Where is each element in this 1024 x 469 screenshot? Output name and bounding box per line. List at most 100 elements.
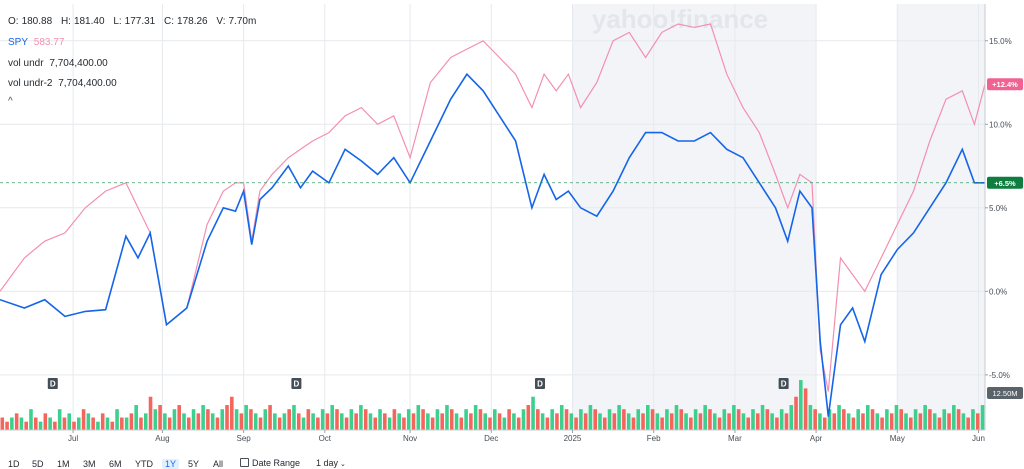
range-6m-button[interactable]: 6M: [109, 459, 122, 469]
compare-legend[interactable]: SPY 583.77: [8, 37, 67, 48]
volume-bar: [387, 417, 392, 430]
volume-bar: [469, 413, 473, 430]
volume-bar: [526, 405, 531, 430]
volume-bar: [952, 405, 956, 430]
volume-bar: [0, 417, 5, 430]
volume-bar: [426, 413, 430, 430]
volume-bar: [29, 409, 33, 430]
volume-bar: [33, 417, 38, 430]
date-range-button[interactable]: Date Range: [240, 458, 300, 468]
volume-bar: [803, 388, 808, 430]
y-axis: 15.0% 10.0% 5.0% 0.0% -5.0%: [984, 4, 1012, 430]
x-tick-label: Nov: [403, 434, 417, 443]
range-3m-button[interactable]: 3M: [83, 459, 96, 469]
volume-bar: [846, 413, 851, 430]
volume-bar: [435, 409, 440, 430]
volume-bar: [19, 417, 24, 430]
volume-bar: [373, 417, 378, 430]
volume-bar: [402, 417, 406, 430]
volume-bar: [483, 413, 488, 430]
volume-bar: [120, 417, 124, 430]
volume-bar: [359, 405, 363, 430]
volume-bar: [712, 413, 717, 430]
volume-bar: [617, 405, 621, 430]
volume-bar: [325, 413, 330, 430]
y-tick-label: -5.0%: [989, 371, 1010, 380]
volume-bar: [975, 413, 980, 430]
volume-bar: [311, 413, 315, 430]
price-chart[interactable]: yahoo!finance D D D D 15.0% 10.0% 5.0% 0.0% -5.…: [0, 0, 1024, 458]
volume-bar: [650, 409, 655, 430]
volume-bar: [129, 413, 134, 430]
volume-bar: [330, 405, 335, 430]
range-1y-button[interactable]: 1Y: [162, 459, 180, 469]
volume-bar: [559, 405, 564, 430]
shaded-periods: [572, 4, 985, 430]
volume-bar: [583, 413, 588, 430]
volume-bar: [923, 405, 927, 430]
volume-bar: [784, 413, 789, 430]
range-1d-button[interactable]: 1D: [8, 459, 20, 469]
volume-bar: [158, 405, 162, 430]
volume-bar: [693, 409, 698, 430]
volume-bar: [43, 413, 48, 430]
range-all-button[interactable]: All: [213, 459, 224, 469]
range-ytd-button[interactable]: YTD: [135, 459, 153, 469]
volume-bar: [416, 405, 421, 430]
x-tick-label: Sep: [236, 434, 251, 443]
range-toolbar: 1D 5D 1M 3M 6M YTD 1Y 5Y All Date Range …: [0, 457, 1024, 469]
volume-max-badge: 12.50M: [987, 387, 1023, 399]
volume-bar: [579, 409, 583, 430]
volume-bar: [956, 409, 961, 430]
volume-bar: [832, 413, 837, 430]
range-5y-button[interactable]: 5Y: [188, 459, 200, 469]
watermark: yahoo!finance: [592, 4, 768, 34]
main-last-badge-label: +6.5%: [994, 179, 1016, 188]
x-tick-label: Oct: [319, 434, 332, 443]
volume-bar: [354, 413, 358, 430]
volume-bar: [641, 413, 645, 430]
range-5d-button[interactable]: 5D: [32, 459, 44, 469]
volume-bar: [273, 413, 277, 430]
volume-bar: [880, 417, 884, 430]
volume-bar: [631, 417, 636, 430]
volume-bar: [86, 413, 91, 430]
volume-bar: [339, 413, 344, 430]
volume-bar: [301, 417, 306, 430]
volume-bar: [249, 409, 253, 430]
volume-bar: [536, 409, 540, 430]
volume-bar: [430, 417, 435, 430]
volume-bar: [77, 417, 81, 430]
indicator-vol-undr[interactable]: vol undr 7,704,400.00: [8, 58, 111, 69]
volume-value: V: 7.70m: [216, 16, 257, 27]
indicator-value: 7,704,400.00: [58, 78, 117, 89]
shaded-period-0: [572, 4, 817, 430]
interval-dropdown[interactable]: 1 day ⌄: [316, 458, 346, 468]
volume-bar: [363, 409, 368, 430]
x-tick-label: Mar: [728, 434, 742, 443]
volume-bar: [277, 417, 282, 430]
x-tick-label: 2025: [564, 434, 582, 443]
volume-bar: [799, 380, 803, 430]
indicator-vol-undr-2[interactable]: vol undr-2 7,704,400.00: [8, 78, 120, 89]
volume-bar: [770, 413, 774, 430]
volume-bar: [593, 409, 597, 430]
y-tick-label: 15.0%: [989, 37, 1012, 46]
dividend-marker-label: D: [294, 380, 300, 389]
x-tick-label: Feb: [647, 434, 661, 443]
volume-bar: [10, 417, 14, 430]
volume-bar: [813, 409, 817, 430]
volume-bar: [588, 405, 593, 430]
calendar-icon: [240, 458, 249, 467]
volume-bar: [110, 421, 115, 430]
range-1m-button[interactable]: 1M: [57, 459, 70, 469]
close-value: C: 178.26: [164, 16, 208, 27]
volume-bar: [521, 409, 526, 430]
volume-bar: [822, 417, 827, 430]
volume-bar: [660, 417, 664, 430]
volume-bar: [947, 413, 951, 430]
volume-bar: [91, 417, 95, 430]
dividend-marker-3: D: [778, 378, 789, 389]
volume-bar: [722, 409, 727, 430]
collapse-legend-icon[interactable]: ^: [8, 96, 13, 107]
